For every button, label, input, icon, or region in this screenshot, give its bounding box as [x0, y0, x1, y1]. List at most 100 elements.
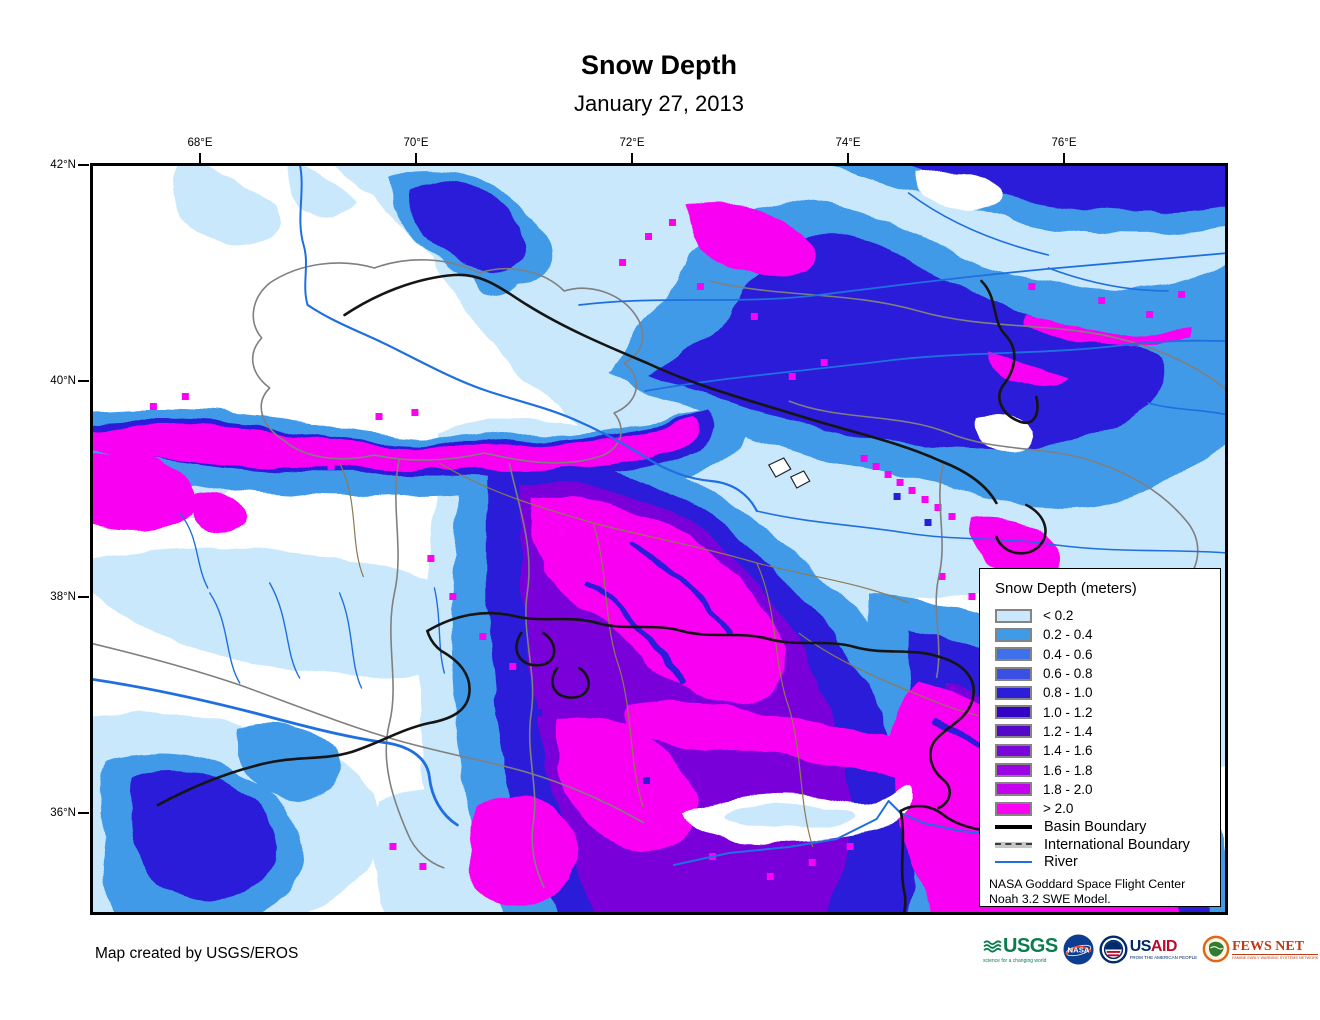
usgs-logo-row: USGS: [983, 935, 1058, 958]
legend-item-label: 1.8 - 2.0: [1043, 781, 1093, 797]
raster-pixel: [411, 409, 419, 416]
legend-swatch: [995, 763, 1032, 778]
lat-tick-label: 38°N: [50, 591, 76, 603]
river-line-symbol: [993, 854, 1034, 870]
raster-pixel: [896, 479, 904, 486]
raster-pixel: [872, 463, 880, 470]
raster-pixel: [1098, 297, 1106, 304]
legend-item-label: > 2.0: [1043, 801, 1074, 817]
usgs-wordmark: USGS: [1003, 934, 1058, 957]
usaid-tagline: FROM THE AMERICAN PEOPLE: [1129, 954, 1198, 960]
raster-pixel: [449, 593, 457, 600]
legend-item-label: 1.6 - 1.8: [1043, 762, 1093, 778]
nasa-wordmark: NASA: [1067, 945, 1089, 954]
lon-tick-label: 72°E: [619, 137, 645, 149]
legend-item: 1.8 - 2.0: [995, 780, 1220, 799]
legend-item: 1.0 - 1.2: [995, 702, 1220, 721]
snow-raster-layer: [90, 163, 1228, 915]
legend-item: < 0.2: [995, 606, 1220, 625]
raster-pixel: [788, 283, 796, 290]
lon-tick-mark: [415, 153, 417, 163]
fewsnet-logo: FEWS NET FAMINE EARLY WARNING SYSTEMS NE…: [1202, 935, 1319, 963]
lat-tick-mark: [78, 596, 89, 598]
legend-note-line: NASA Goddard Space Flight Center: [989, 876, 1186, 891]
fewsnet-text-block: FEWS NET FAMINE EARLY WARNING SYSTEMS NE…: [1232, 939, 1319, 960]
raster-pixel: [884, 471, 892, 478]
legend-item: 0.4 - 0.6: [995, 645, 1220, 664]
legend-line-label: Basin Boundary: [1044, 819, 1147, 836]
fewsnet-tagline: FAMINE EARLY WARNING SYSTEMS NETWORK: [1232, 955, 1319, 960]
legend-item-label: 1.0 - 1.2: [1043, 704, 1093, 720]
legend-swatch: [995, 782, 1032, 797]
raster-pixel: [589, 553, 597, 560]
lat-tick-mark: [78, 164, 89, 166]
raster-pixel: [427, 555, 435, 562]
lake-markers: [767, 457, 811, 489]
usaid-emblem-icon: [1099, 934, 1128, 964]
legend-item-label: 0.8 - 1.0: [1043, 685, 1093, 701]
page-title: Snow Depth: [581, 50, 737, 80]
legend-item-label: 0.6 - 0.8: [1043, 666, 1093, 682]
legend-swatch: [995, 801, 1032, 816]
usaid-wordmark: USAID: [1130, 938, 1197, 954]
basin-boundary-layer: [156, 273, 1047, 915]
raster-pixel: [149, 403, 157, 410]
raster-pixel: [559, 528, 567, 535]
legend-line-items: Basin Boundary International Boundary Rive…: [980, 818, 1220, 871]
raster-pixel: [263, 443, 271, 450]
snow-depth-map-canvas: [90, 163, 1228, 915]
raster-pixel: [1028, 283, 1036, 290]
legend-swatch: [995, 685, 1032, 700]
legend-line-label: International Boundary: [1044, 836, 1190, 853]
usaid-logo: USAID FROM THE AMERICAN PEOPLE: [1099, 934, 1198, 964]
fewsnet-globe-icon: [1202, 935, 1230, 963]
raster-pixel: [820, 359, 828, 366]
raster-pixel: [419, 863, 427, 870]
raster-pixel: [375, 413, 383, 420]
usaid-text-block: USAID FROM THE AMERICAN PEOPLE: [1129, 938, 1198, 960]
lon-tick-mark: [1063, 153, 1065, 163]
lat-tick-label: 40°N: [50, 375, 76, 387]
legend-item-label: < 0.2: [1043, 608, 1074, 624]
lon-tick-label: 76°E: [1051, 137, 1077, 149]
lat-tick-label: 42°N: [50, 159, 76, 171]
map-frame: [90, 163, 1228, 915]
raster-pixel: [668, 219, 676, 226]
raster-pixel: [696, 283, 704, 290]
raster-pixel: [766, 873, 774, 880]
lon-tick-mark: [199, 153, 201, 163]
map-credit: Map created by USGS/EROS: [95, 945, 299, 962]
legend-swatch: [995, 627, 1032, 642]
raster-pixel: [948, 513, 956, 520]
legend-swatch: [995, 666, 1032, 681]
raster-pixel: [968, 593, 976, 600]
basin-line-symbol: [993, 819, 1034, 835]
raster-pixel: [938, 573, 946, 580]
page-subtitle: January 27, 2013: [573, 91, 745, 116]
title-block: Snow Depth January 27, 2013: [90, 50, 1228, 117]
legend-item: > 2.0: [995, 799, 1220, 818]
legend-title: Snow Depth (meters): [995, 580, 1137, 597]
legend-panel: Snow Depth (meters) < 0.2 0.2 - 0.4 0.4 - …: [979, 568, 1221, 907]
raster-pixel: [908, 487, 916, 494]
international-dash: [995, 843, 1032, 846]
nasa-logo: NASA: [1063, 933, 1094, 965]
legend-item-label: 0.4 - 0.6: [1043, 646, 1093, 662]
raster-pixel: [1178, 291, 1186, 298]
raster-pixel: [643, 777, 651, 784]
legend-swatch: [995, 647, 1032, 662]
legend-items: < 0.2 0.2 - 0.4 0.4 - 0.6 0.6 - 0.8 0.8 - 1.…: [980, 606, 1220, 818]
legend-item-label: 1.4 - 1.6: [1043, 743, 1093, 759]
legend-line-label: River: [1044, 854, 1078, 871]
raster-pixel: [1146, 311, 1154, 318]
raster-pixel: [619, 259, 627, 266]
raster-pixel: [479, 633, 487, 640]
lat-tick-mark: [78, 812, 89, 814]
raster-pixel: [848, 403, 856, 410]
legend-item: 0.8 - 1.0: [995, 683, 1220, 702]
logo-strip: USGS science for a changing world NASA U…: [983, 930, 1319, 968]
usgs-tagline: science for a changing world: [983, 957, 1047, 964]
raster-pixel: [924, 519, 932, 526]
legend-item: 0.6 - 0.8: [995, 664, 1220, 683]
